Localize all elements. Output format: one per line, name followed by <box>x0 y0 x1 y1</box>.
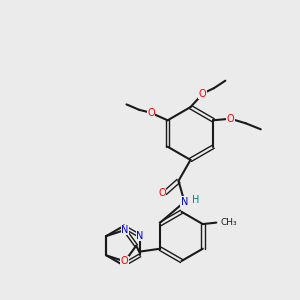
Text: O: O <box>121 256 129 266</box>
Text: N: N <box>181 197 188 207</box>
Text: O: O <box>199 88 206 99</box>
Text: O: O <box>227 114 235 124</box>
Text: H: H <box>192 195 200 206</box>
Text: N: N <box>121 225 128 235</box>
Text: O: O <box>147 108 155 118</box>
Text: N: N <box>136 231 144 241</box>
Text: CH₃: CH₃ <box>221 218 237 227</box>
Text: O: O <box>158 188 166 198</box>
